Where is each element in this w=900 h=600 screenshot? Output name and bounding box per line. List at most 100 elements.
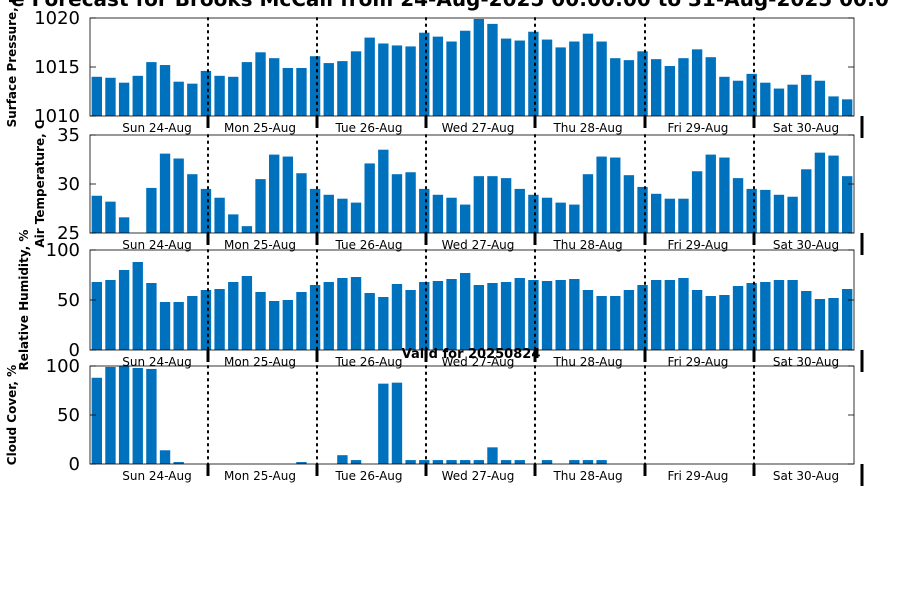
bar — [569, 460, 580, 464]
bar — [459, 30, 471, 116]
bar — [732, 80, 744, 116]
bar — [678, 198, 689, 233]
bar — [432, 194, 444, 233]
bar — [432, 36, 444, 116]
bar — [760, 189, 771, 233]
bar — [146, 62, 157, 116]
bar — [214, 197, 225, 233]
bar — [91, 282, 103, 350]
bar — [296, 292, 307, 350]
bar — [623, 290, 635, 350]
bar — [159, 302, 171, 350]
bar — [337, 455, 348, 464]
bar — [323, 63, 334, 116]
bar — [473, 285, 485, 350]
bar — [596, 460, 607, 464]
bar — [596, 296, 607, 350]
bar — [637, 285, 648, 350]
bar — [541, 281, 553, 350]
bar — [500, 178, 512, 233]
bar — [664, 198, 676, 233]
panel-4: 0 50 100 Sun 24-Aug Mon 25-Aug Tue 26-Aug Wed … — [5, 356, 864, 486]
bar — [187, 83, 198, 116]
bar — [105, 280, 116, 350]
ytick-label: 35 — [57, 125, 80, 146]
bar — [500, 38, 512, 116]
bar — [814, 152, 826, 233]
bar — [200, 70, 212, 116]
bar — [828, 155, 839, 233]
day-label: Wed 27-Aug — [442, 238, 515, 252]
bar — [841, 289, 853, 350]
bar — [309, 188, 321, 233]
bar — [350, 277, 362, 350]
day-label: Wed 27-Aug — [442, 121, 515, 135]
bar — [814, 80, 826, 116]
bar — [473, 176, 485, 233]
bar — [364, 293, 375, 350]
ytick-label: 1015 — [34, 57, 80, 78]
bar — [364, 37, 375, 116]
bar — [350, 51, 362, 116]
bar — [746, 283, 757, 350]
bar — [391, 284, 403, 350]
day-label: Fri 29-Aug — [668, 121, 729, 135]
bar — [582, 33, 594, 116]
bar — [337, 278, 348, 350]
bar — [841, 99, 853, 116]
y-axis-label: Relative Humidity, % — [17, 230, 31, 371]
day-label: Mon 25-Aug — [224, 238, 296, 252]
day-label: Sat 30-Aug — [773, 469, 839, 483]
bar — [637, 186, 648, 233]
bar — [337, 61, 348, 116]
bar — [391, 174, 403, 233]
bar — [719, 76, 730, 116]
bar — [650, 280, 662, 350]
bar — [296, 462, 307, 464]
bar — [391, 382, 403, 464]
bar — [487, 23, 498, 116]
bar — [132, 367, 143, 464]
bar — [760, 282, 771, 350]
day-label: Fri 29-Aug — [668, 238, 729, 252]
bar — [650, 59, 662, 116]
day-label: Thu 28-Aug — [552, 469, 622, 483]
bar — [596, 41, 607, 116]
ytick-label: 25 — [57, 223, 80, 244]
day-label: Sat 30-Aug — [773, 238, 839, 252]
bar — [446, 41, 457, 116]
bar — [432, 460, 444, 464]
bar — [582, 290, 594, 350]
panel-2: 25 30 35 Sun 24-Aug Mon 25-Aug Tue 26-Aug Wed … — [33, 120, 864, 255]
bar — [146, 368, 157, 464]
bar — [378, 149, 389, 233]
bar — [787, 196, 798, 233]
bar — [405, 172, 416, 233]
panel-3: 0 50 100 Sun 24-Aug Mon 25-Aug Tue 26-Aug Wed … — [17, 230, 864, 372]
bar — [446, 279, 457, 350]
bar-series — [91, 262, 853, 350]
bar — [828, 298, 839, 350]
day-label: Tue 26-Aug — [334, 355, 402, 369]
bar — [159, 65, 171, 116]
bar — [405, 290, 416, 350]
bar — [473, 18, 485, 116]
bar — [282, 67, 294, 116]
bar — [555, 202, 566, 233]
bar — [255, 52, 266, 116]
bar — [187, 296, 198, 350]
day-label: Sat 30-Aug — [773, 121, 839, 135]
bar — [118, 217, 130, 233]
bar — [91, 195, 103, 233]
bar — [296, 67, 307, 116]
bar — [623, 175, 635, 233]
bar — [323, 194, 334, 233]
day-label: Sun 24-Aug — [122, 469, 191, 483]
day-label: Fri 29-Aug — [668, 469, 729, 483]
bar — [705, 296, 716, 350]
ytick-label: 30 — [57, 174, 80, 195]
bar — [105, 77, 116, 116]
day-label: Mon 25-Aug — [224, 355, 296, 369]
bar — [705, 57, 716, 116]
bar — [419, 188, 430, 233]
